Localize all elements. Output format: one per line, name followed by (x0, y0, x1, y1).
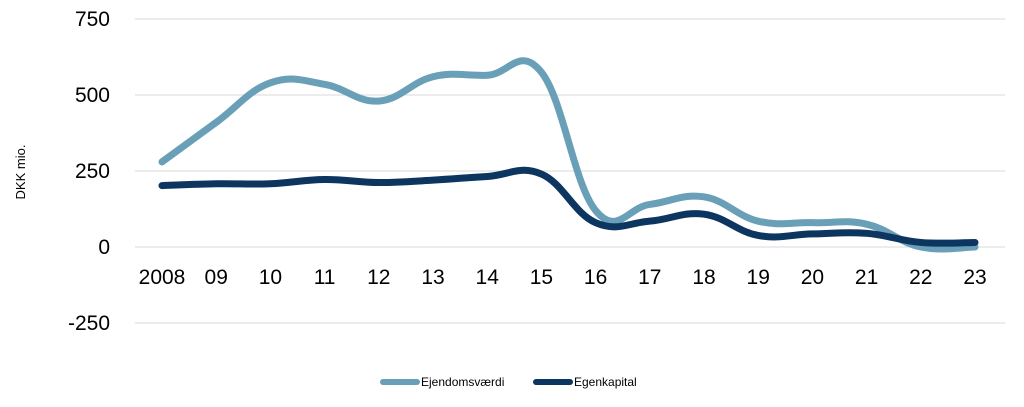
x-tick-label: 09 (205, 266, 228, 289)
x-tick-label: 2008 (139, 266, 186, 289)
y-axis-label: DKK mio. (13, 145, 28, 200)
x-tick-label: 13 (421, 266, 444, 289)
x-tick-label: 20 (801, 266, 824, 289)
y-axis-ticks: -250 0 250 500 750 (68, 8, 110, 335)
x-tick-label: 11 (314, 266, 336, 289)
legend-label: Egenkapital (574, 375, 637, 389)
x-tick-label: 12 (367, 266, 390, 289)
series-line-egenkapital (158, 166, 979, 247)
x-tick-label: 22 (909, 266, 932, 289)
legend: Ejendomsværdi Egenkapital (380, 375, 637, 389)
x-tick-label: 21 (855, 266, 878, 289)
series-lines (158, 57, 979, 253)
x-tick-label: 18 (692, 266, 715, 289)
x-tick-label: 19 (747, 266, 770, 289)
x-tick-label: 10 (259, 266, 282, 289)
x-tick-label: 23 (963, 266, 986, 289)
y-tick-label: 500 (75, 84, 110, 107)
series-line-ejendomsvaerdi (158, 57, 979, 253)
y-tick-label: 0 (98, 236, 110, 259)
x-tick-label: 16 (584, 266, 607, 289)
x-tick-label: 17 (638, 266, 661, 289)
y-tick-label: 250 (75, 160, 110, 183)
legend-label: Ejendomsværdi (421, 375, 504, 389)
gridlines (135, 18, 1005, 324)
y-tick-label: 750 (75, 8, 110, 31)
x-axis-ticks: 2008 09 10 11 12 13 14 15 16 17 18 19 20 21 22 23 (139, 266, 987, 289)
x-tick-label: 15 (530, 266, 553, 289)
x-tick-label: 14 (476, 266, 500, 289)
y-tick-label: -250 (68, 312, 110, 335)
